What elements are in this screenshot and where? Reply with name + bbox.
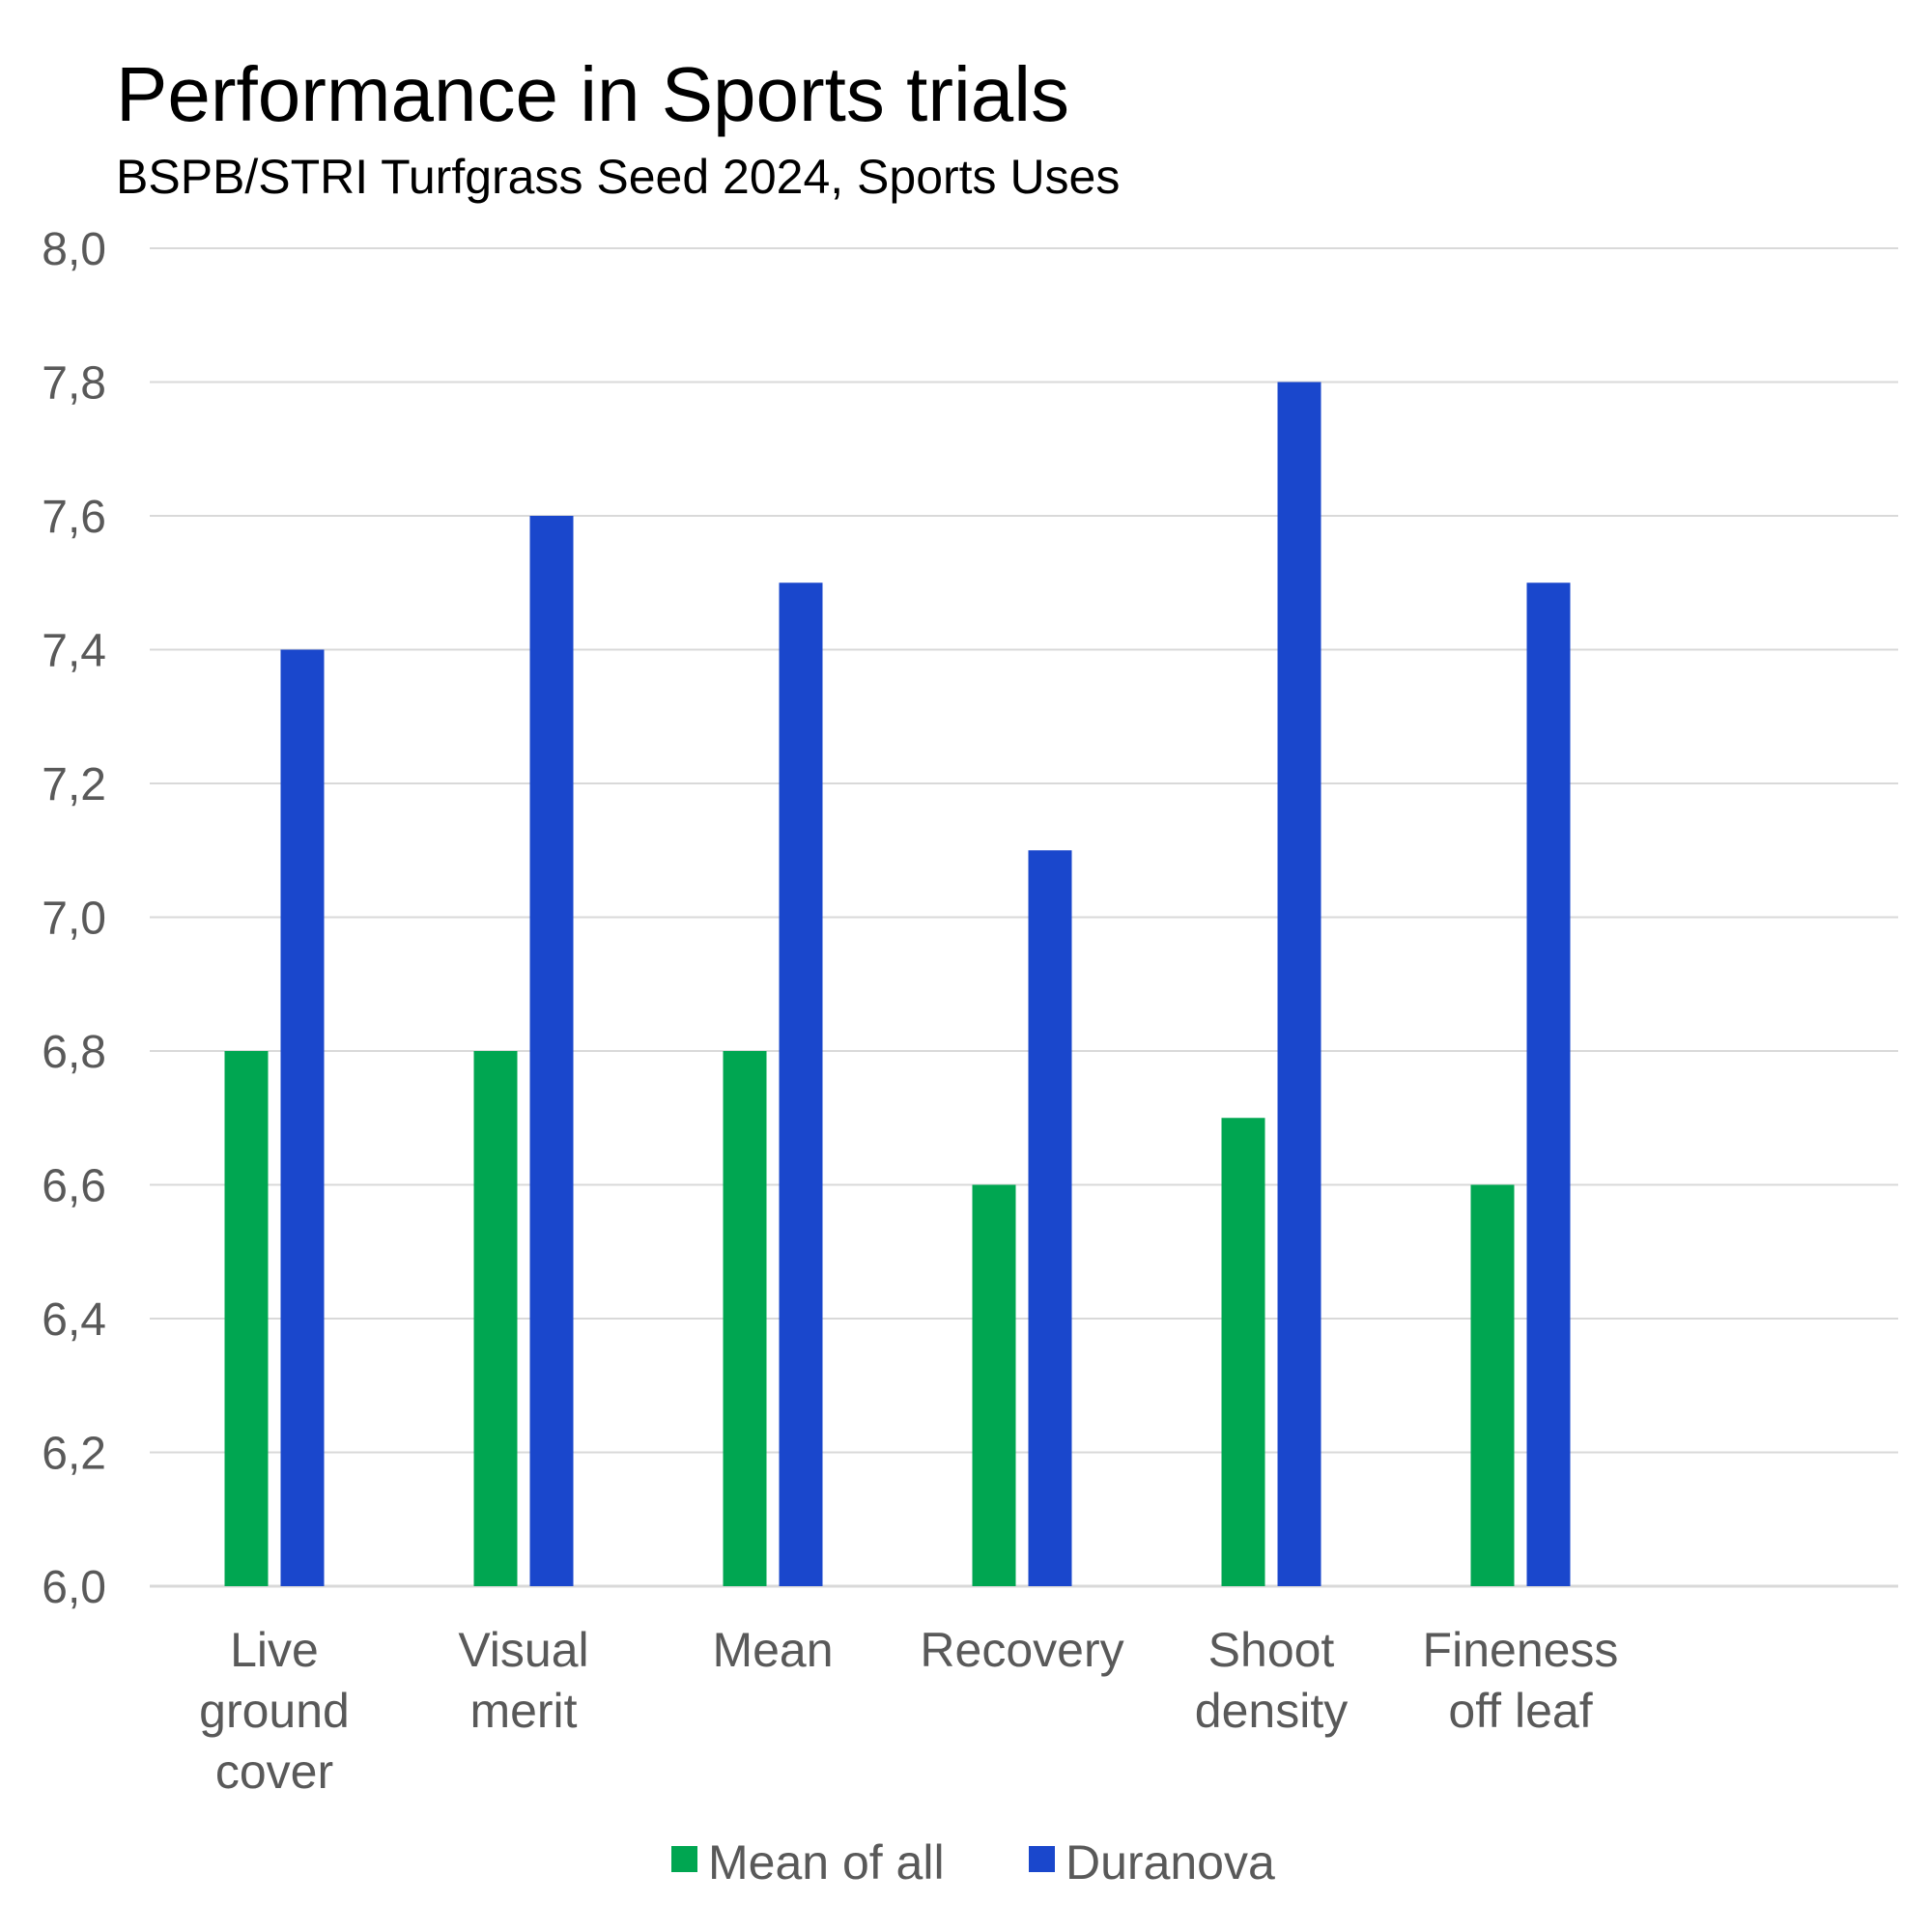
y-tick-label: 7,8 (42, 358, 106, 410)
gridlines (150, 247, 1898, 1588)
y-tick-label: 6,2 (42, 1429, 106, 1480)
y-tick-label: 6,0 (42, 1562, 106, 1613)
x-category-label: Shoot density (1195, 1623, 1348, 1738)
legend: Mean of all Duranova (671, 1835, 1275, 1889)
x-category-label: Visual merit (458, 1623, 588, 1738)
bar-mean-of-all (473, 1051, 518, 1586)
bar-mean-of-all (1221, 1118, 1265, 1586)
bar-mean-of-all (224, 1051, 269, 1586)
bars (224, 382, 1571, 1586)
bar-duranova (1028, 850, 1072, 1586)
y-tick-label: 7,0 (42, 894, 106, 945)
y-axis-tick-labels: 6,0 6,2 6,4 6,6 6,8 7,0 7,2 7,4 7,6 7,8 8,0 (42, 224, 106, 1613)
legend-swatch (671, 1846, 697, 1872)
bar-mean-of-all (1470, 1184, 1515, 1586)
y-tick-label: 6,6 (42, 1161, 106, 1212)
legend-swatch (1029, 1846, 1055, 1872)
bar-mean-of-all (972, 1184, 1016, 1586)
bar-duranova (529, 516, 574, 1586)
y-tick-label: 7,2 (42, 759, 106, 810)
legend-label: Duranova (1065, 1835, 1275, 1889)
chart-title: Performance in Sports trials (116, 51, 1070, 137)
bar-duranova (1277, 382, 1321, 1586)
x-category-label: Recovery (920, 1623, 1123, 1677)
y-tick-label: 8,0 (42, 224, 106, 275)
x-category-label: Live ground cover (199, 1623, 350, 1799)
bar-duranova (779, 582, 823, 1586)
legend-label: Mean of all (708, 1835, 945, 1889)
chart-subtitle: BSPB/STRI Turfgrass Seed 2024, Sports Us… (116, 150, 1121, 204)
bar-mean-of-all (723, 1051, 767, 1586)
bar-duranova (1526, 582, 1571, 1586)
x-category-label: Mean (712, 1623, 833, 1677)
x-category-label: Fineness off leaf (1423, 1623, 1619, 1738)
bar-duranova (280, 649, 325, 1586)
y-tick-label: 6,4 (42, 1294, 106, 1346)
y-tick-label: 7,6 (42, 492, 106, 543)
x-axis-category-labels: Live ground cover Visual merit Mean Recovery Sh… (199, 1623, 1618, 1799)
y-tick-label: 6,8 (42, 1027, 106, 1078)
y-tick-label: 7,4 (42, 626, 106, 677)
